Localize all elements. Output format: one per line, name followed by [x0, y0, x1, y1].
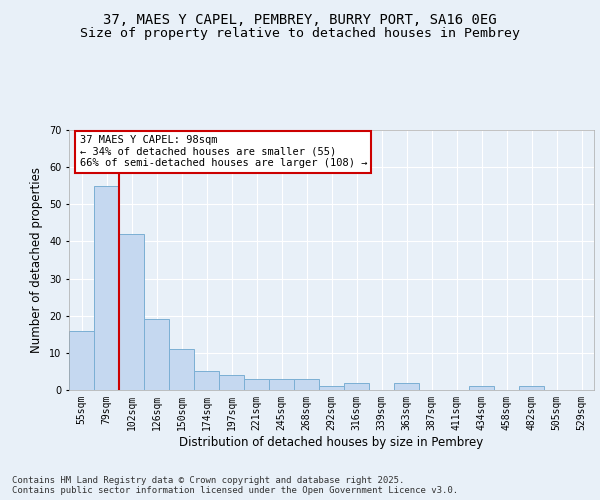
Bar — [144, 320, 169, 390]
Bar — [269, 379, 294, 390]
Bar — [119, 234, 144, 390]
Text: 37, MAES Y CAPEL, PEMBREY, BURRY PORT, SA16 0EG: 37, MAES Y CAPEL, PEMBREY, BURRY PORT, S… — [103, 12, 497, 26]
Bar — [194, 372, 219, 390]
X-axis label: Distribution of detached houses by size in Pembrey: Distribution of detached houses by size … — [179, 436, 484, 448]
Bar — [344, 382, 369, 390]
Bar — [394, 382, 419, 390]
Bar — [244, 379, 269, 390]
Bar — [294, 379, 319, 390]
Bar — [469, 386, 494, 390]
Bar — [94, 186, 119, 390]
Bar — [519, 386, 544, 390]
Bar — [169, 349, 194, 390]
Text: Size of property relative to detached houses in Pembrey: Size of property relative to detached ho… — [80, 28, 520, 40]
Text: Contains HM Land Registry data © Crown copyright and database right 2025.
Contai: Contains HM Land Registry data © Crown c… — [12, 476, 458, 495]
Bar — [219, 375, 244, 390]
Bar — [69, 330, 94, 390]
Y-axis label: Number of detached properties: Number of detached properties — [31, 167, 43, 353]
Text: 37 MAES Y CAPEL: 98sqm
← 34% of detached houses are smaller (55)
66% of semi-det: 37 MAES Y CAPEL: 98sqm ← 34% of detached… — [79, 135, 367, 168]
Bar — [319, 386, 344, 390]
